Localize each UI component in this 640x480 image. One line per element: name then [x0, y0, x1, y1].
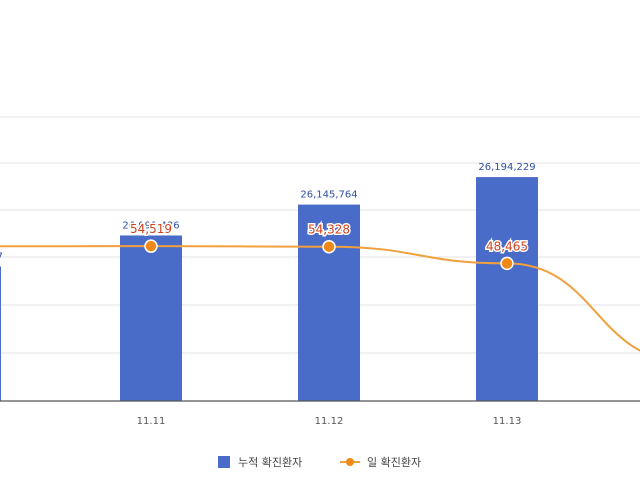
x-tick-label: 11.11 — [137, 416, 166, 427]
line-series — [0, 239, 640, 352]
bar — [120, 235, 182, 401]
bar-series — [0, 177, 538, 401]
bar-data-label: 7 — [0, 251, 3, 262]
x-tick-label: 11.13 — [493, 416, 522, 427]
x-tick-labels: 11.11 11.12 11.13 — [137, 416, 522, 427]
legend-bar-label: 누적 확진환자 — [238, 456, 302, 469]
bar-data-label: 26,091,436 — [122, 220, 179, 231]
line-point — [144, 239, 158, 253]
line-point — [322, 239, 336, 254]
bar-data-label: 26,145,764 — [300, 190, 357, 201]
line-data-label: 54,328 — [308, 223, 350, 237]
x-tick-label: 11.12 — [315, 416, 344, 427]
line-path — [0, 245, 640, 352]
bar — [298, 204, 360, 401]
legend-bar-swatch — [218, 456, 230, 468]
bar — [0, 266, 1, 401]
legend: 누적 확진환자 일 확진환자 — [218, 455, 421, 469]
bar-labels: 7 26,091,436 26,145,764 26,194,229 — [0, 162, 536, 262]
legend-line-label: 일 확진환자 — [367, 455, 421, 469]
bar — [476, 177, 538, 401]
bar-data-label: 26,194,229 — [478, 162, 535, 173]
line-data-label: 54,519 — [130, 222, 172, 236]
legend-line-marker — [346, 458, 354, 466]
line-labels: 54,519 54,328 48,465 — [129, 221, 530, 255]
line-point — [500, 256, 514, 271]
line-data-label: 48,465 — [486, 239, 528, 253]
